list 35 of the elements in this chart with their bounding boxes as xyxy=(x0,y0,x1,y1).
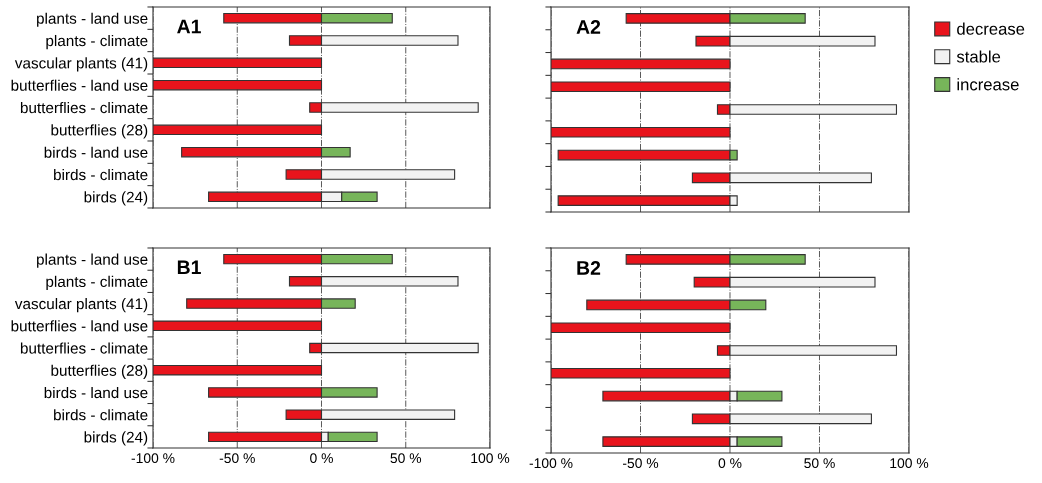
y-tick-label: plants - land use xyxy=(37,253,148,268)
annotation: A1 xyxy=(177,19,201,34)
x-tick-label: 50 % xyxy=(804,458,835,469)
y-tick-label: birds - land use xyxy=(44,386,148,399)
y-tick-label: birds - climate xyxy=(54,168,148,181)
y-tick-label: birds - land use xyxy=(44,146,148,158)
y-tick-label: birds - climate xyxy=(54,409,148,421)
annotation: B2 xyxy=(577,261,601,275)
y-tick-label: butterflies - land use xyxy=(11,79,148,91)
y-tick-label: vascular plants (41) xyxy=(14,298,148,313)
legend-label: stable xyxy=(956,50,1001,63)
x-tick-label: 0 % xyxy=(310,453,333,464)
y-tick-label: birds (24) xyxy=(84,191,148,206)
x-tick-label: 100 % xyxy=(471,453,510,464)
y-tick-label: butterflies (28) xyxy=(51,364,148,379)
y-tick-label: plants - climate xyxy=(46,275,148,291)
y-tick-label: birds (24) xyxy=(84,431,148,446)
annotation: B1 xyxy=(177,260,201,274)
annotation: A2 xyxy=(576,20,601,34)
y-tick-label: vascular plants (41) xyxy=(14,57,148,72)
x-tick-label: -100 % xyxy=(529,458,573,469)
y-tick-label: butterflies - land use xyxy=(11,320,148,332)
y-tick-label: butterflies (28) xyxy=(51,124,148,139)
x-tick-label: -100 % xyxy=(131,453,175,464)
y-tick-label: plants - climate xyxy=(46,34,148,50)
y-tick-label: butterflies - climate xyxy=(20,101,148,114)
x-tick-label: -50 % xyxy=(219,453,255,464)
x-tick-label: 100 % xyxy=(890,458,929,469)
y-tick-label: butterflies - climate xyxy=(20,342,148,354)
legend-label: increase xyxy=(957,78,1019,91)
y-tick-label: plants - land use xyxy=(37,12,148,27)
x-tick-label: 50 % xyxy=(390,453,422,464)
legend-label: decrease xyxy=(957,22,1025,35)
x-tick-label: -50 % xyxy=(622,458,659,469)
x-tick-label: 0 % xyxy=(718,458,742,469)
